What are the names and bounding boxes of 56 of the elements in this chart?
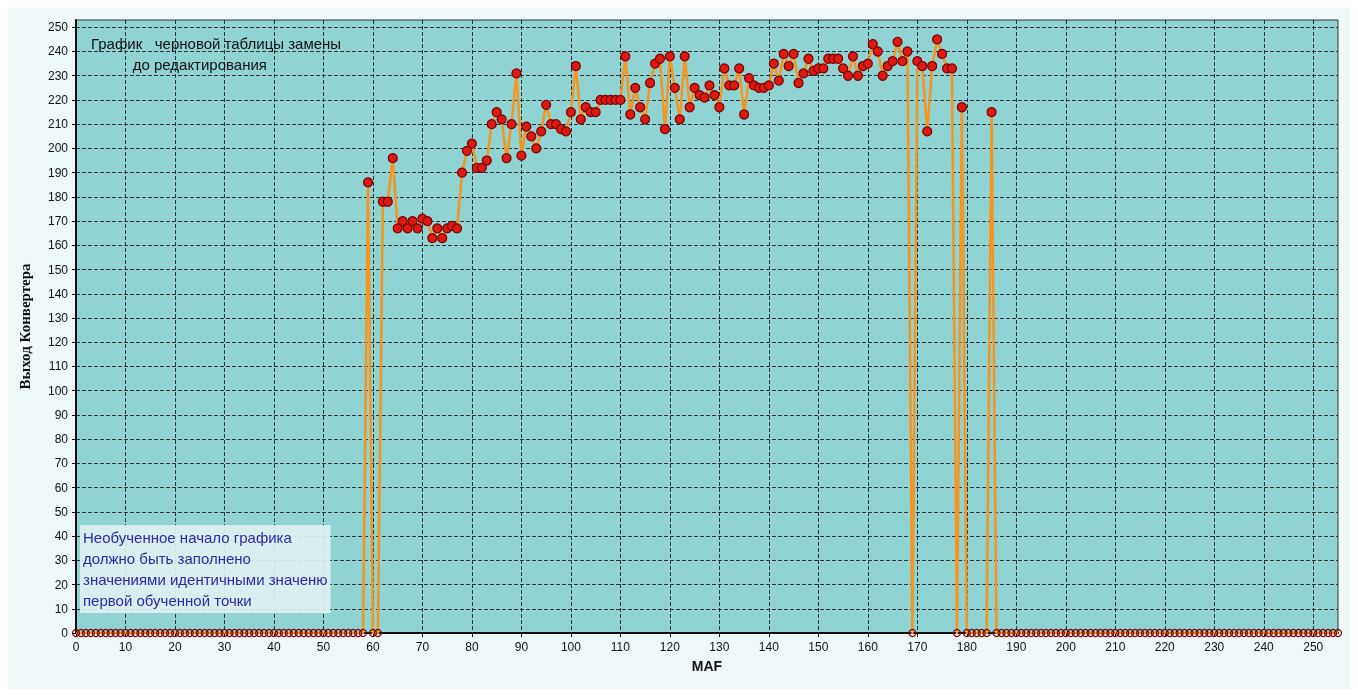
x-tick-label: 250 <box>1303 640 1324 654</box>
x-tick-label: 150 <box>808 640 829 654</box>
x-tick-label: 190 <box>1006 640 1027 654</box>
x-tick-label: 220 <box>1154 640 1176 654</box>
y-tick-label: 10 <box>54 601 69 616</box>
x-tick-label: 240 <box>1253 640 1275 654</box>
y-tick-label: 120 <box>47 335 69 350</box>
x-tick-label: 60 <box>366 640 380 654</box>
y-tick-label: 170 <box>47 214 69 229</box>
y-tick-label: 250 <box>47 20 69 35</box>
y-tick-label: 30 <box>54 553 69 568</box>
x-tick-label: 90 <box>514 640 529 654</box>
x-tick-label: 170 <box>907 640 928 654</box>
text: График черновой таблицы замены до редактирования <box>91 35 342 73</box>
x-tick-label: 140 <box>758 640 780 654</box>
y-tick-label: 190 <box>47 165 69 180</box>
x-tick-label: 200 <box>1055 640 1077 654</box>
y-tick-label: 0 <box>61 626 69 640</box>
x-tick-label: 110 <box>610 640 631 654</box>
x-tick-label: 160 <box>857 640 879 654</box>
y-tick-label: 130 <box>47 311 69 326</box>
x-tick-label: 40 <box>267 640 281 654</box>
x-tick-label: 130 <box>709 640 730 654</box>
y-tick-label: 210 <box>47 117 69 132</box>
y-tick-label: 160 <box>47 238 69 253</box>
y-tick-label: 230 <box>47 68 69 83</box>
y-tick-label: 180 <box>47 189 69 204</box>
x-tick-label: 180 <box>956 640 978 654</box>
y-tick-label: 40 <box>54 529 69 544</box>
y-tick-label: 60 <box>54 480 69 495</box>
y-tick-label: 140 <box>47 286 69 301</box>
x-tick-label: 30 <box>217 640 232 654</box>
x-tick-label: 20 <box>168 640 182 654</box>
y-tick-label: 240 <box>47 44 69 59</box>
x-axis-title: MAF <box>691 658 723 674</box>
x-tick-label: 50 <box>316 640 331 654</box>
y-tick-label: 80 <box>54 432 69 447</box>
annotation: Необученное начало графика должно быть заполнено значениями идентичными значеню первой обученной точки <box>83 529 328 609</box>
x-tick-label: 100 <box>560 640 582 654</box>
y-tick-label: 150 <box>47 262 69 277</box>
y-axis-title: Выход Конвертера <box>16 262 33 390</box>
y-tick-label: 110 <box>48 359 69 374</box>
x-tick-label: 230 <box>1204 640 1225 654</box>
y-tick-label: 20 <box>54 577 69 592</box>
y-tick-label: 70 <box>54 456 69 471</box>
x-tick-label: 80 <box>465 640 479 654</box>
x-tick-label: 120 <box>659 640 681 654</box>
x-tick-label: 10 <box>118 640 133 654</box>
x-tick-label: 0 <box>72 640 80 654</box>
x-tick-label: 70 <box>415 640 430 654</box>
y-tick-label: 50 <box>54 504 69 519</box>
y-tick-label: 200 <box>47 141 69 156</box>
y-tick-label: 100 <box>47 383 69 398</box>
y-tick-label: 220 <box>47 92 69 107</box>
x-tick-label: 210 <box>1105 640 1126 654</box>
y-tick-label: 90 <box>54 407 69 422</box>
